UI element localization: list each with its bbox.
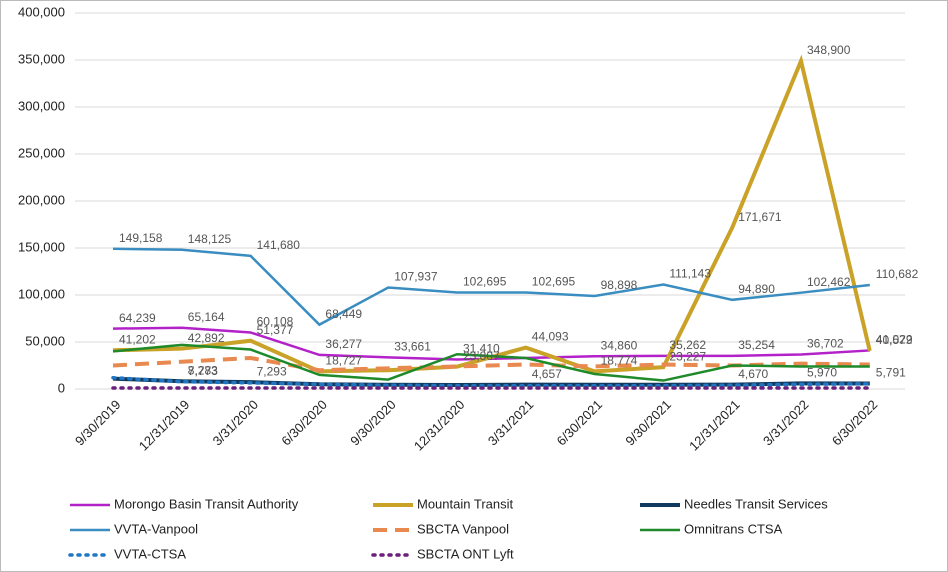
data-label: 7,773 xyxy=(188,364,218,378)
data-label: 111,143 xyxy=(669,267,711,281)
data-label: 65,164 xyxy=(188,310,225,324)
data-label: 348,900 xyxy=(807,43,851,57)
data-label: 141,680 xyxy=(257,238,301,252)
legend-label: Morongo Basin Transit Authority xyxy=(114,496,299,511)
data-label: 41,022 xyxy=(876,333,913,347)
data-label: 7,293 xyxy=(257,364,287,378)
y-tick-label: 300,000 xyxy=(18,98,65,113)
data-label: 110,682 xyxy=(876,267,919,281)
data-label: 23,807 xyxy=(463,349,500,363)
data-label: 68,449 xyxy=(325,307,362,321)
data-label: 64,239 xyxy=(119,311,156,325)
data-label: 35,262 xyxy=(669,338,706,352)
data-label: 41,202 xyxy=(119,332,156,346)
y-tick-label: 400,000 xyxy=(18,4,65,19)
data-label: 60,108 xyxy=(257,315,294,329)
data-label: 102,695 xyxy=(463,275,507,289)
data-label: 36,277 xyxy=(325,337,362,351)
data-label: 18,727 xyxy=(325,354,362,368)
legend-label: SBCTA Vanpool xyxy=(417,521,509,536)
data-label: 35,254 xyxy=(738,338,775,352)
data-label: 36,702 xyxy=(807,337,844,351)
data-label: 42,892 xyxy=(188,331,225,345)
data-label: 102,695 xyxy=(532,275,576,289)
data-label: 51,377 xyxy=(257,323,294,337)
legend-label: Mountain Transit xyxy=(417,496,513,511)
data-label: 94,890 xyxy=(738,282,775,296)
data-label: 34,860 xyxy=(601,338,638,352)
data-label: 18,774 xyxy=(601,354,638,368)
data-label: 107,937 xyxy=(394,270,438,284)
legend-label: Needles Transit Services xyxy=(684,496,828,511)
data-label: 5,791 xyxy=(876,366,906,380)
data-label: 8,283 xyxy=(188,363,218,377)
data-label: 40,579 xyxy=(876,333,913,347)
data-label: 44,093 xyxy=(532,330,569,344)
data-label: 171,671 xyxy=(738,210,782,224)
legend-label: Omnitrans CTSA xyxy=(684,521,783,536)
legend-label: SBCTA ONT Lyft xyxy=(417,546,514,561)
series-line xyxy=(112,343,870,382)
legend-label: VVTA-CTSA xyxy=(114,546,186,561)
series-line xyxy=(112,247,870,327)
series-line xyxy=(111,375,872,388)
y-tick-label: 250,000 xyxy=(18,145,65,160)
data-label: 23,227 xyxy=(669,349,706,363)
y-tick-label: 100,000 xyxy=(18,286,65,301)
data-label: 33,661 xyxy=(394,340,431,354)
y-tick-label: 200,000 xyxy=(18,192,65,207)
data-label: 4,670 xyxy=(738,367,768,381)
data-label: 98,898 xyxy=(601,278,638,292)
legend-label: VVTA-Vanpool xyxy=(114,521,198,536)
data-label: 4,657 xyxy=(532,367,562,381)
y-tick-label: 0 xyxy=(58,380,65,395)
y-tick-label: 350,000 xyxy=(18,51,65,66)
y-tick-label: 50,000 xyxy=(25,333,65,348)
data-label: 5,970 xyxy=(807,366,837,380)
data-label: 149,158 xyxy=(119,231,163,245)
data-label: 31,410 xyxy=(463,342,500,356)
data-label: 102,462 xyxy=(807,275,851,289)
y-tick-label: 150,000 xyxy=(18,239,65,254)
data-label: 148,125 xyxy=(188,232,232,246)
series-line xyxy=(112,355,870,373)
